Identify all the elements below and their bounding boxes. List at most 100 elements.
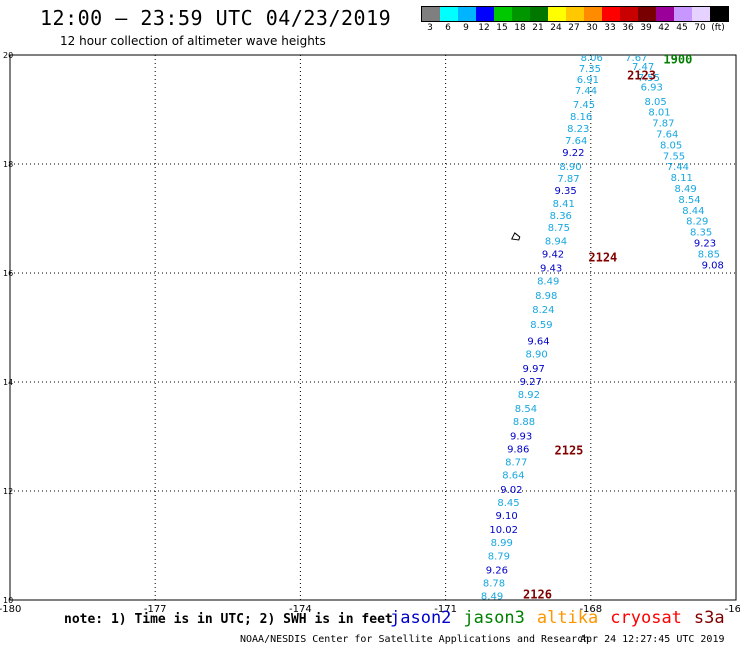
wave-height-value: 6.91: [577, 75, 599, 86]
wave-height-value: 8.23: [567, 124, 589, 135]
satellite-jason2: jason2: [390, 608, 452, 628]
legend-swatch-2: [458, 7, 476, 21]
wave-height-value: 7.47: [632, 62, 654, 73]
wave-height-value: 9.26: [486, 565, 508, 576]
legend-label-1: 6: [445, 23, 451, 33]
wave-height-value: 8.54: [678, 195, 700, 206]
legend-label-5: 18: [514, 23, 526, 33]
legend-label-2: 9: [463, 23, 469, 33]
wave-height-value: 8.49: [537, 277, 559, 288]
legend-swatch-4: [494, 7, 512, 21]
wave-height-value: 8.54: [515, 404, 537, 415]
wave-height-value: 8.01: [648, 108, 670, 119]
x-tick-label: -180: [0, 604, 21, 615]
wave-height-value: 8.16: [570, 112, 592, 123]
legend-labels: 3 6 9 12 15 18 21 24 27 30 33 36 39 42 45 70 (ft): [421, 23, 729, 33]
wave-height-value: 9.86: [507, 444, 529, 455]
wave-height-value: 8.24: [532, 305, 554, 316]
y-tick-label: 12: [3, 487, 13, 496]
satellite-cryosat: cryosat: [610, 608, 682, 628]
legend-swatch-8: [566, 7, 584, 21]
wave-height-value: 9.42: [542, 249, 564, 260]
legend-swatch-15: [692, 7, 710, 21]
wave-height-value: 9.08: [702, 260, 724, 271]
y-tick-label: 18: [3, 160, 13, 169]
legend-swatch-14: [674, 7, 692, 21]
y-tick-label: 20: [3, 51, 13, 60]
wave-height-value: 10.02: [489, 525, 518, 536]
y-tick-label: 14: [3, 378, 13, 387]
wave-height-value: 9.02: [500, 485, 522, 496]
x-tick-label: -174: [289, 604, 312, 615]
track-time-label: 2123: [627, 69, 656, 83]
legend-label-0: 3: [427, 23, 433, 33]
page-subtitle: 12 hour collection of altimeter wave hei…: [60, 34, 326, 48]
legend-swatch-0: [422, 7, 440, 21]
legend-label-4: 15: [496, 23, 508, 33]
wave-height-value: 8.06: [581, 53, 603, 64]
wave-height-value: 8.05: [660, 140, 682, 151]
wave-height-value: 7.67: [625, 53, 647, 64]
legend-swatch-12: [638, 7, 656, 21]
legend-swatches: [421, 6, 729, 22]
wave-height-value: 9.43: [540, 264, 562, 275]
legend-label-6: 21: [532, 23, 544, 33]
wave-height-value: 9.64: [527, 337, 549, 348]
x-tick-label: -165: [725, 604, 740, 615]
page-title: 12:00 – 23:59 UTC 04/23/2019: [40, 6, 392, 30]
wave-height-value: 7.45: [573, 100, 595, 111]
wave-height-value: 8.44: [682, 206, 704, 217]
wave-height-value: 7.44: [575, 86, 597, 97]
legend-label-14: 45: [676, 23, 688, 33]
track-time-label: 2125: [555, 444, 584, 458]
credit-text: NOAA/NESDIS Center for Satellite Applica…: [240, 634, 590, 645]
satellite-altika: altika: [536, 608, 599, 628]
satellite-jason3: jason3: [463, 608, 525, 628]
wave-height-value: 8.98: [535, 291, 557, 302]
legend-swatch-10: [602, 7, 620, 21]
wave-height-value: 7.87: [652, 119, 674, 130]
wave-height-value: 7.64: [656, 129, 678, 140]
wave-height-value: 7.64: [565, 136, 587, 147]
legend-label-16: (ft): [711, 23, 725, 33]
track-time-label: 2124: [588, 251, 617, 265]
wave-height-value: 9.35: [554, 186, 576, 197]
timestamp-text: Apr 24 12:27:45 UTC 2019: [580, 634, 725, 645]
wave-height-value: 8.36: [550, 211, 572, 222]
wave-height-value: 8.64: [502, 471, 524, 482]
wave-height-value: 7.55: [638, 73, 660, 84]
wave-height-value: 8.99: [491, 538, 513, 549]
wave-height-value: 8.49: [675, 184, 697, 195]
wave-height-value: 8.85: [698, 249, 720, 260]
y-tick-label: 16: [3, 269, 13, 278]
wave-height-value: 8.90: [525, 350, 547, 361]
legend-label-13: 42: [658, 23, 670, 33]
legend-label-15: 70: [694, 23, 706, 33]
wave-height-value: 8.79: [488, 551, 510, 562]
wave-height-value: 8.35: [690, 228, 712, 239]
x-tick-label: -168: [579, 604, 602, 615]
tracks-group: 7.677.477.556.938.058.017.877.648.057.55…: [481, 53, 724, 600]
legend-label-10: 33: [604, 23, 616, 33]
wave-height-value: 8.29: [686, 217, 708, 228]
wave-height-value: 8.94: [545, 236, 567, 247]
wave-height-value: 6.93: [641, 83, 663, 94]
wave-height-value: 9.23: [694, 238, 716, 249]
x-tick-label: -177: [144, 604, 167, 615]
wave-height-value: 8.41: [553, 199, 575, 210]
wave-height-value: 9.27: [520, 377, 542, 388]
island-icon: [511, 232, 521, 241]
wave-height-value: 8.75: [548, 223, 570, 234]
legend-swatch-7: [548, 7, 566, 21]
wave-height-value: 9.10: [495, 511, 517, 522]
wave-height-value: 8.77: [505, 458, 527, 469]
legend-label-3: 12: [478, 23, 490, 33]
wave-height-value: 8.11: [671, 173, 693, 184]
legend-label-12: 39: [640, 23, 652, 33]
wave-height-legend: 3 6 9 12 15 18 21 24 27 30 33 36 39 42 45 70 (ft): [421, 6, 729, 33]
legend-swatch-9: [584, 7, 602, 21]
y-tick-label: 10: [3, 596, 13, 605]
map-frame: [9, 54, 737, 601]
wave-height-value: 7.87: [557, 174, 579, 185]
